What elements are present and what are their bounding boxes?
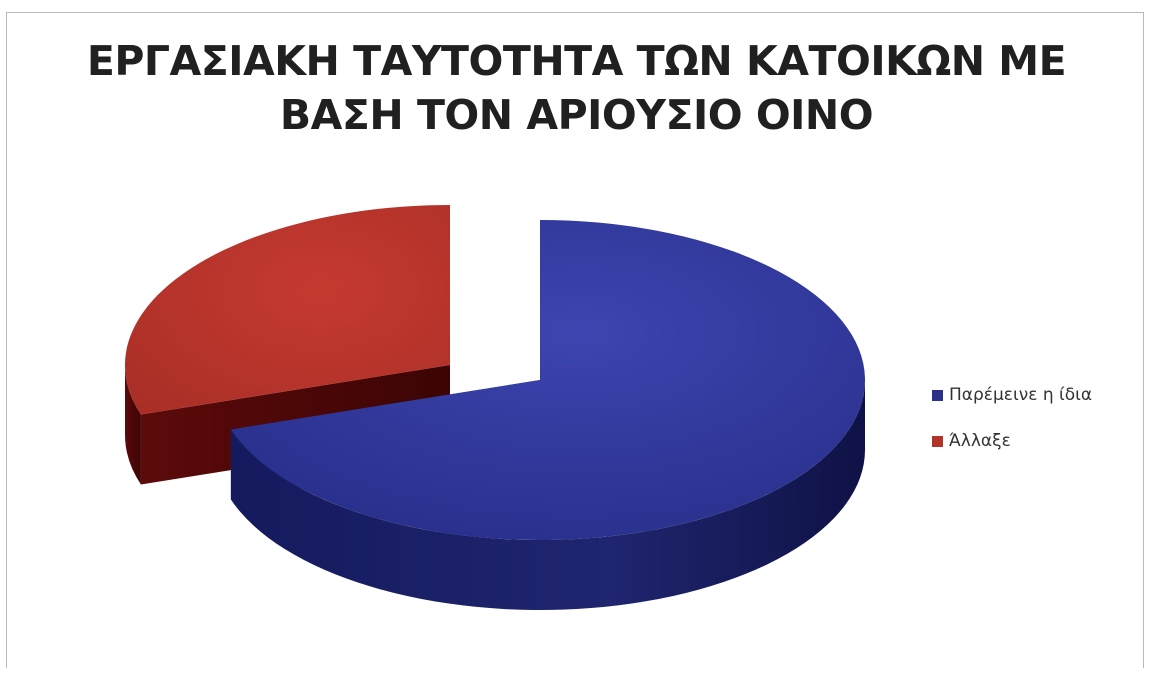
pie-slice-remained-top xyxy=(230,220,865,540)
legend-swatch-blue xyxy=(932,389,943,401)
legend-swatch-red xyxy=(932,435,943,447)
chart-title-line-2: ΒΑΣΗ ΤΟΝ ΑΡΙΟΥΣΙΟ ΟΙΝΟ xyxy=(279,91,874,139)
legend-item-changed: Άλλαξε xyxy=(932,428,1092,454)
legend: Παρέμεινε η ίδια Άλλαξε xyxy=(932,382,1092,474)
pie-slice-remained-side xyxy=(230,380,866,610)
chart-title: ΕΡΓΑΣΙΑΚΗ ΤΑΥΤΟΤΗΤΑ ΤΩΝ ΚΑΤΟΙΚΩΝ ΜΕ ΒΑΣΗ… xyxy=(0,34,1153,142)
legend-label-remained: Παρέμεινε η ίδια xyxy=(949,385,1093,405)
chart-title-line-1: ΕΡΓΑΣΙΑΚΗ ΤΑΥΤΟΤΗΤΑ ΤΩΝ ΚΑΤΟΙΚΩΝ ΜΕ xyxy=(86,37,1067,85)
legend-label-changed: Άλλαξε xyxy=(949,431,1011,451)
pie-slice-changed-side xyxy=(125,365,141,485)
pie-slice-changed-top xyxy=(124,205,450,415)
legend-item-remained: Παρέμεινε η ίδια xyxy=(932,382,1092,408)
